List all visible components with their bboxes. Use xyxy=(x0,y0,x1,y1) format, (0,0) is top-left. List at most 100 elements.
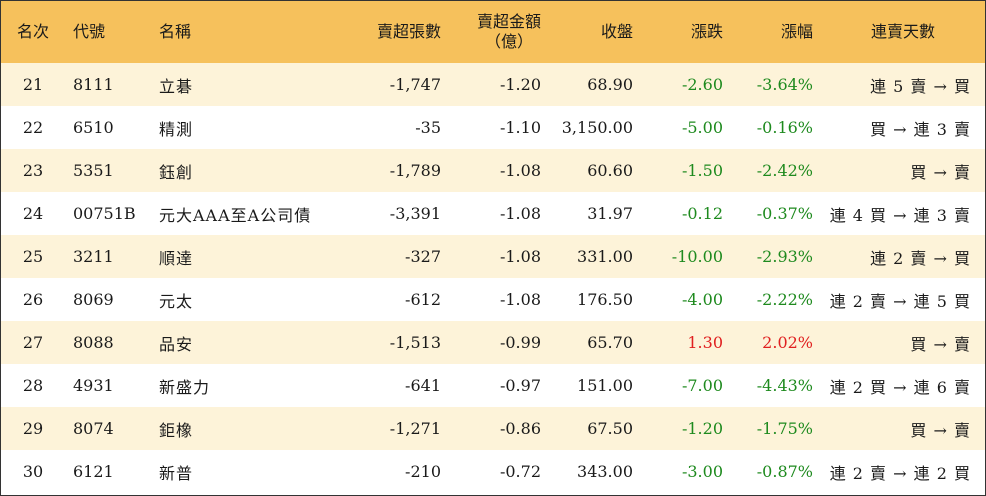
close-cell: 67.50 xyxy=(587,419,633,438)
name-cell: 立碁 xyxy=(159,76,194,96)
net-sell-shares-cell: -327 xyxy=(405,247,441,266)
header-net-sell-amount-line2: （億） xyxy=(484,32,533,51)
code-cell: 00751B xyxy=(73,204,136,223)
close-cell: 31.97 xyxy=(587,204,633,223)
change-pct-cell: -2.22% xyxy=(756,290,813,309)
name-cell: 精測 xyxy=(159,119,194,139)
net-sell-amount-cell: -1.10 xyxy=(499,118,541,137)
table-body: 21 8111 立碁 -1,747 -1.20 68.90 -2.60 -3.64% 連 5 賣… xyxy=(1,63,985,493)
change-cell: -2.60 xyxy=(681,75,723,94)
change-pct-cell: -1.75% xyxy=(756,419,813,438)
streak-cell: 買 → 賣 xyxy=(910,334,971,354)
header-rank: 名次 xyxy=(16,22,49,41)
change-pct-cell: -0.87% xyxy=(756,462,813,481)
close-cell: 151.00 xyxy=(577,376,633,395)
name-cell: 順達 xyxy=(159,248,194,268)
net-sell-amount-cell: -1.20 xyxy=(499,75,541,94)
table-row: 23 5351 鈺創 -1,789 -1.08 60.60 -1.50 -2.42% 買 → 賣 xyxy=(1,149,985,192)
net-sell-amount-cell: -1.08 xyxy=(499,247,541,266)
change-cell: -0.12 xyxy=(681,204,723,223)
close-cell: 3,150.00 xyxy=(561,118,633,137)
code-cell: 4931 xyxy=(73,376,114,395)
streak-cell: 買 → 連 3 賣 xyxy=(870,119,971,139)
name-cell: 元太 xyxy=(159,291,194,311)
header-code: 代號 xyxy=(73,22,106,41)
table-row: 21 8111 立碁 -1,747 -1.20 68.90 -2.60 -3.64% 連 5 賣… xyxy=(1,63,985,106)
name-cell: 品安 xyxy=(159,334,194,354)
table-row: 27 8088 品安 -1,513 -0.99 65.70 1.30 2.02% 買 → 賣 xyxy=(1,321,985,364)
rank-cell: 30 xyxy=(22,462,44,481)
net-sell-amount-cell: -0.72 xyxy=(499,462,541,481)
streak-cell: 買 → 賣 xyxy=(910,420,971,440)
code-cell: 6121 xyxy=(73,462,114,481)
change-pct-cell: -2.42% xyxy=(756,161,813,180)
net-sell-shares-cell: -35 xyxy=(415,118,441,137)
header-net-sell-shares: 賣超張數 xyxy=(376,22,441,41)
header-change-pct: 漲幅 xyxy=(780,22,813,41)
header-net-sell-amount: 賣超金額 （億） xyxy=(449,1,549,63)
net-sell-shares-cell: -641 xyxy=(405,376,441,395)
net-sell-shares-cell: -3,391 xyxy=(389,204,441,223)
header-streak: 連賣天數 xyxy=(870,22,935,41)
table-row: 26 8069 元太 -612 -1.08 176.50 -4.00 -2.22% 連 2 賣 … xyxy=(1,278,985,321)
table-row: 29 8074 鉅橡 -1,271 -0.86 67.50 -1.20 -1.75% 買 → 賣 xyxy=(1,407,985,450)
streak-cell: 連 2 買 → 連 6 賣 xyxy=(829,377,971,397)
rank-cell: 29 xyxy=(22,419,44,438)
close-cell: 176.50 xyxy=(577,290,633,309)
table-row: 24 00751B 元大AAA至A公司債 -3,391 -1.08 31.97 -0.12 -… xyxy=(1,192,985,235)
net-sell-shares-cell: -612 xyxy=(405,290,441,309)
table-row: 28 4931 新盛力 -641 -0.97 151.00 -7.00 -4.43% 連 2 買… xyxy=(1,364,985,407)
streak-cell: 連 4 買 → 連 3 賣 xyxy=(829,205,971,225)
code-cell: 5351 xyxy=(73,161,114,180)
streak-cell: 買 → 賣 xyxy=(910,162,971,182)
code-cell: 8088 xyxy=(73,333,114,352)
rank-cell: 24 xyxy=(22,204,44,223)
rank-cell: 26 xyxy=(22,290,44,309)
change-pct-cell: -2.93% xyxy=(756,247,813,266)
net-sell-shares-cell: -1,789 xyxy=(389,161,441,180)
net-sell-amount-cell: -1.08 xyxy=(499,204,541,223)
change-cell: 1.30 xyxy=(687,333,723,352)
header-close: 收盤 xyxy=(600,22,633,41)
change-pct-cell: -0.16% xyxy=(756,118,813,137)
rank-cell: 25 xyxy=(22,247,44,266)
net-sell-shares-cell: -1,747 xyxy=(389,75,441,94)
name-cell: 鈺創 xyxy=(159,162,194,182)
rank-cell: 28 xyxy=(22,376,44,395)
net-sell-amount-cell: -1.08 xyxy=(499,161,541,180)
code-cell: 8074 xyxy=(73,419,114,438)
rank-cell: 27 xyxy=(22,333,44,352)
change-cell: -1.50 xyxy=(681,161,723,180)
table-row: 30 6121 新普 -210 -0.72 343.00 -3.00 -0.87% 連 2 賣 … xyxy=(1,450,985,493)
name-cell: 元大AAA至A公司債 xyxy=(159,205,312,225)
header-row: 名次 代號 名稱 賣超張數 賣超金額 （億） 收盤 漲跌 漲幅 連賣天數 xyxy=(1,1,985,63)
rank-cell: 23 xyxy=(22,161,44,180)
name-cell: 新盛力 xyxy=(159,377,211,397)
streak-cell: 連 2 賣 → 連 2 買 xyxy=(829,463,971,483)
net-sell-amount-cell: -0.86 xyxy=(499,419,541,438)
change-pct-cell: -3.64% xyxy=(756,75,813,94)
change-pct-cell: 2.02% xyxy=(762,333,813,352)
net-sell-shares-cell: -1,271 xyxy=(389,419,441,438)
net-sell-amount-cell: -0.97 xyxy=(499,376,541,395)
streak-cell: 連 5 賣 → 買 xyxy=(870,76,971,96)
header-name: 名稱 xyxy=(159,22,192,41)
code-cell: 8069 xyxy=(73,290,114,309)
rank-cell: 21 xyxy=(22,75,44,94)
change-cell: -5.00 xyxy=(681,118,723,137)
streak-cell: 連 2 賣 → 買 xyxy=(870,248,971,268)
change-pct-cell: -4.43% xyxy=(756,376,813,395)
change-pct-cell: -0.37% xyxy=(756,204,813,223)
table-row: 25 3211 順達 -327 -1.08 331.00 -10.00 -2.93% 連 2 賣… xyxy=(1,235,985,278)
change-cell: -3.00 xyxy=(681,462,723,481)
close-cell: 343.00 xyxy=(577,462,633,481)
streak-cell: 連 2 賣 → 連 5 買 xyxy=(829,291,971,311)
close-cell: 68.90 xyxy=(587,75,633,94)
table-row: 22 6510 精測 -35 -1.10 3,150.00 -5.00 -0.16% 買 → 連… xyxy=(1,106,985,149)
code-cell: 3211 xyxy=(73,247,114,266)
header-net-sell-amount-line1: 賣超金額 xyxy=(476,12,541,31)
close-cell: 60.60 xyxy=(587,161,633,180)
header-change: 漲跌 xyxy=(690,22,723,41)
